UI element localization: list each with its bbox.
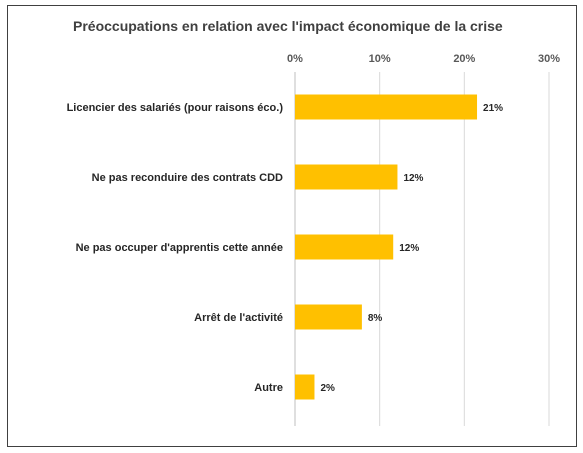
category-label: Arrêt de l'activité [194,312,283,324]
category-label: Autre [254,382,283,394]
category-label: Licencier des salariés (pour raisons éco… [67,102,284,114]
category-label: Ne pas occuper d'apprentis cette année [76,242,283,254]
bar [295,94,478,120]
bar [295,374,315,400]
data-label: 12% [399,243,419,254]
x-tick-label: 10% [369,53,391,65]
data-label: 2% [320,383,335,394]
chart-title: Préoccupations en relation avec l'impact… [73,18,503,34]
category-label: Ne pas reconduire des contrats CDD [92,172,283,184]
chart-frame [7,5,577,447]
data-label: 21% [483,103,503,114]
bar [295,304,362,330]
bar [295,164,398,190]
data-label: 12% [403,173,423,184]
bar [295,234,394,260]
x-tick-label: 20% [453,53,475,65]
x-tick-label: 0% [287,53,303,65]
x-tick-label: 30% [538,53,560,65]
data-label: 8% [368,313,383,324]
